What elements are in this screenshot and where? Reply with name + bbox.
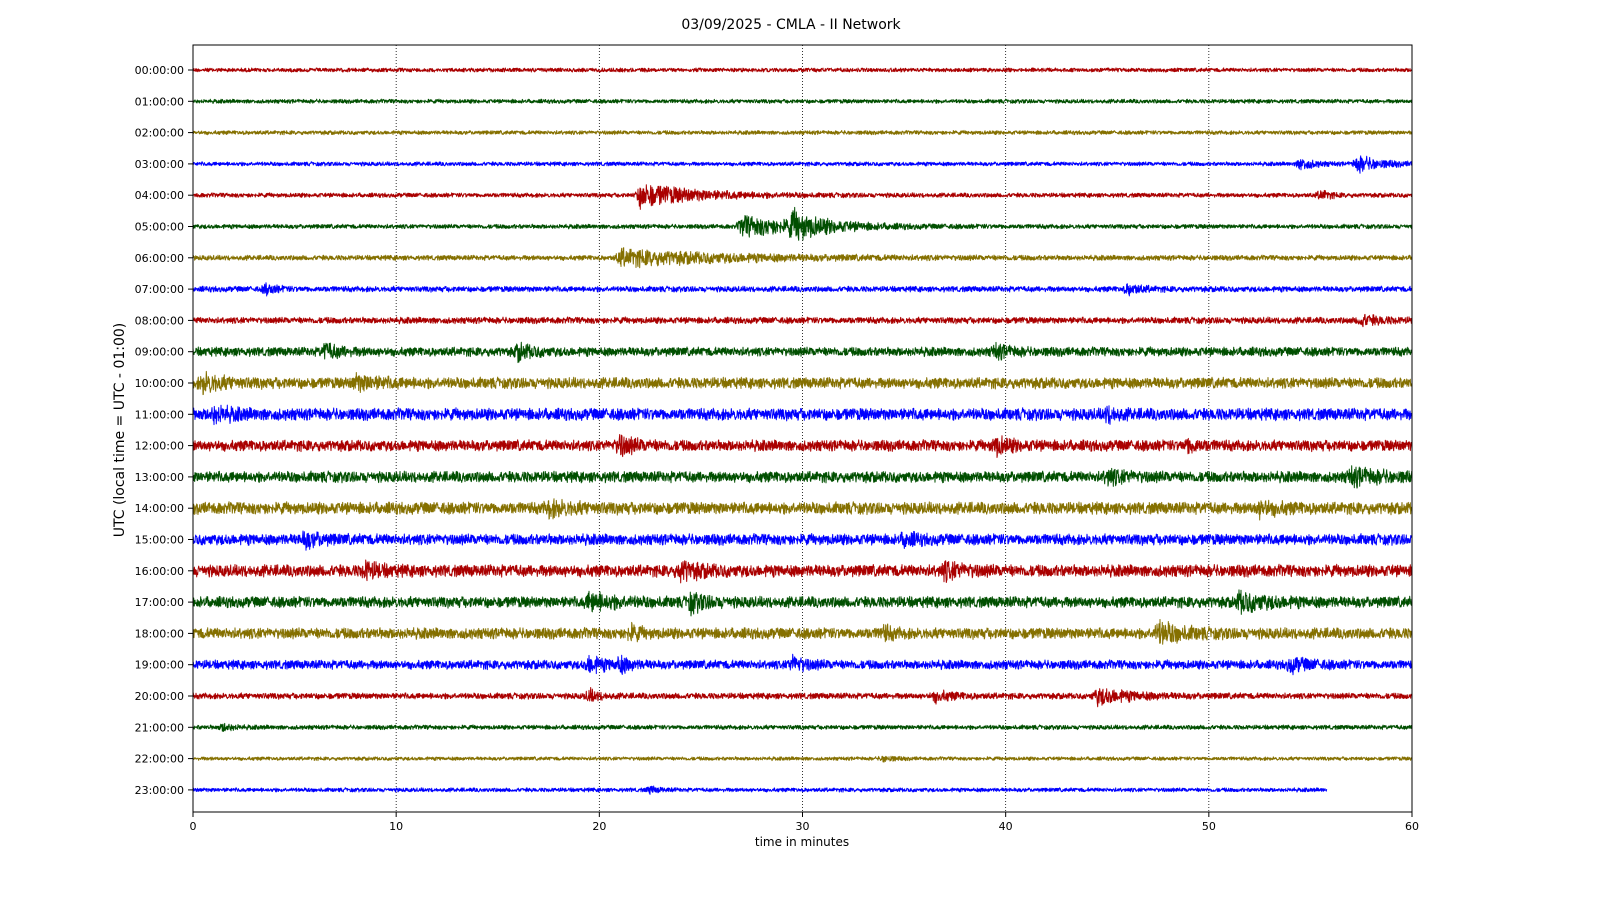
y-tick-label: 06:00:00 (135, 252, 184, 265)
x-tick-label: 30 (796, 820, 810, 833)
y-tick-label: 07:00:00 (135, 283, 184, 296)
y-tick-label: 20:00:00 (135, 690, 184, 703)
x-tick-label: 40 (999, 820, 1013, 833)
y-tick-label: 21:00:00 (135, 721, 184, 734)
y-tick-label: 10:00:00 (135, 377, 184, 390)
y-tick-labels: 00:00:00 01:00:00 02:00:00 03:00:00 04:00:00… (135, 64, 193, 797)
trace-21h (192, 722, 1413, 732)
y-tick-label: 17:00:00 (135, 596, 184, 609)
trace-14h (192, 498, 1413, 521)
y-tick-label: 03:00:00 (135, 158, 184, 171)
trace-group (192, 67, 1413, 795)
vertical-grid (395, 45, 1210, 812)
trace-10h (192, 370, 1413, 396)
y-tick-label: 04:00:00 (135, 189, 184, 202)
y-tick-label: 11:00:00 (135, 408, 184, 421)
y-tick-label: 13:00:00 (135, 471, 184, 484)
chart-title: 03/09/2025 - CMLA - II Network (681, 17, 901, 33)
trace-07h (192, 282, 1413, 297)
x-tick-label: 20 (592, 820, 606, 833)
x-tick-label: 0 (190, 820, 197, 833)
trace-01h (192, 98, 1413, 104)
trace-04h (192, 184, 1413, 210)
trace-16h (192, 559, 1413, 584)
y-tick-label: 05:00:00 (135, 221, 184, 234)
trace-12h (192, 434, 1413, 458)
trace-06h (192, 247, 1413, 269)
trace-00h (192, 67, 1413, 73)
y-axis-label: UTC (local time = UTC - 01:00) (112, 323, 128, 538)
y-tick-label: 23:00:00 (135, 784, 184, 797)
trace-09h (192, 341, 1413, 364)
y-tick-label: 16:00:00 (135, 565, 184, 578)
y-tick-label: 12:00:00 (135, 440, 184, 453)
y-tick-label: 08:00:00 (135, 314, 184, 327)
trace-20h (192, 687, 1413, 708)
y-tick-label: 15:00:00 (135, 534, 184, 547)
trace-15h (192, 530, 1413, 551)
y-tick-label: 18:00:00 (135, 627, 184, 640)
trace-13h (192, 465, 1413, 489)
y-tick-label: 00:00:00 (135, 64, 184, 77)
trace-11h (192, 404, 1413, 426)
trace-08h (192, 313, 1413, 328)
x-tick-label: 50 (1202, 820, 1216, 833)
x-tick-label: 60 (1405, 820, 1419, 833)
y-tick-label: 01:00:00 (135, 95, 184, 108)
y-tick-label: 02:00:00 (135, 127, 184, 140)
x-tick-label: 10 (389, 820, 403, 833)
trace-22h (192, 755, 1413, 763)
trace-17h (192, 589, 1413, 617)
y-tick-label: 09:00:00 (135, 346, 184, 359)
trace-03h (192, 155, 1413, 174)
x-tick-labels: 0 10 20 30 40 50 60 (190, 812, 1419, 833)
x-axis-label: time in minutes (755, 835, 849, 849)
trace-05h (192, 206, 1413, 241)
trace-02h (192, 129, 1413, 136)
y-tick-label: 22:00:00 (135, 753, 184, 766)
trace-18h (192, 619, 1413, 645)
y-tick-label: 19:00:00 (135, 659, 184, 672)
trace-19h (192, 653, 1413, 676)
y-tick-label: 14:00:00 (135, 502, 184, 515)
trace-23h (192, 785, 1328, 795)
